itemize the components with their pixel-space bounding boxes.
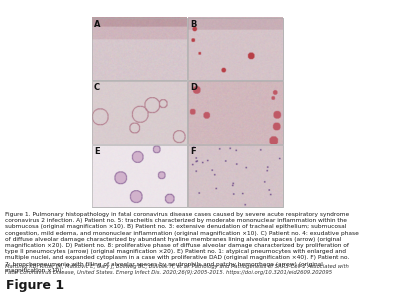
- Bar: [92, 81, 187, 144]
- Bar: [188, 81, 283, 144]
- Bar: [188, 145, 283, 207]
- Text: E: E: [94, 147, 100, 156]
- Text: Figure 1: Figure 1: [6, 280, 64, 292]
- Text: D: D: [190, 83, 197, 92]
- Text: C: C: [94, 83, 100, 92]
- Text: Figure 1. Pulmonary histopathology in fatal coronavirus disease cases caused by : Figure 1. Pulmonary histopathology in fa…: [5, 212, 359, 273]
- Bar: [92, 18, 187, 80]
- Text: B: B: [190, 20, 196, 29]
- Text: A: A: [94, 20, 100, 29]
- Bar: [92, 145, 187, 207]
- Bar: [188, 81, 283, 144]
- Text: F: F: [190, 147, 196, 156]
- Bar: [92, 81, 187, 144]
- Bar: [188, 18, 283, 80]
- Text: Martinez KB, Ritter JM, Matkovic E, Gary J, Bollweg BC, Bullock H, et al. Pathol: Martinez KB, Ritter JM, Matkovic E, Gary…: [5, 264, 349, 275]
- Bar: [92, 18, 187, 80]
- Bar: [188, 145, 283, 207]
- Bar: [92, 145, 187, 207]
- Bar: [188, 18, 283, 80]
